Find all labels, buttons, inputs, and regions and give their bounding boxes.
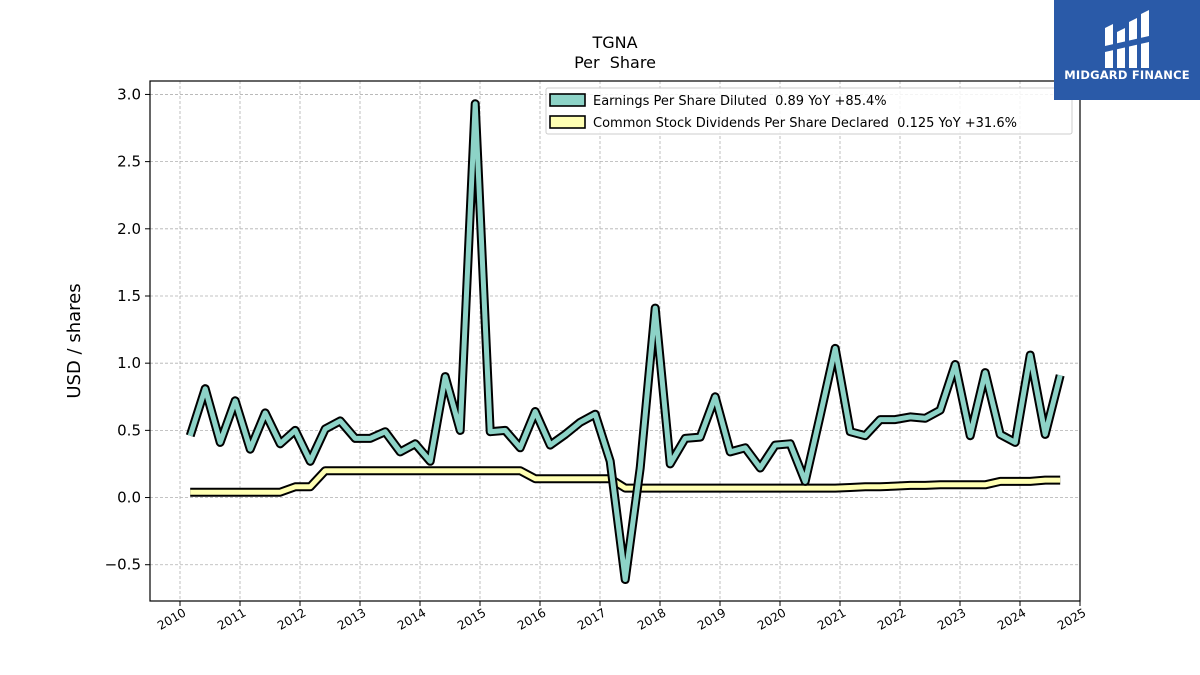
axis-ticks: 2010 2011 2012 2013 2014 2015 2016 2017 2018 2019… (105, 85, 1089, 632)
y-tick-label: 2.0 (117, 220, 141, 238)
x-tick-label: 2021 (815, 605, 848, 632)
y-axis-label: USD / shares (64, 283, 85, 398)
x-tick-label: 2018 (635, 605, 668, 632)
legend-label-earnings: Earnings Per Share Diluted 0.89 YoY +85.… (593, 94, 887, 109)
legend-box (545, 87, 1073, 135)
x-tick-label: 2017 (575, 605, 608, 632)
y-tick-label: 1.0 (117, 354, 141, 372)
y-tick-label: 1.5 (117, 287, 141, 305)
x-tick-label: 2023 (935, 605, 968, 632)
x-tick-label: 2019 (695, 605, 728, 632)
series-lines (185, 99, 1065, 584)
legend-swatch-earnings (549, 93, 586, 107)
legend: Earnings Per Share Diluted 0.89 YoY +85.… (545, 87, 1073, 135)
series-line-earnings (187, 101, 1063, 582)
chart-title: TGNA (591, 33, 637, 52)
x-tick-label: 2011 (215, 605, 248, 632)
chart-subtitle: Per Share (574, 53, 656, 72)
x-tick-label: 2022 (875, 605, 908, 632)
y-tick-label: 3.0 (117, 85, 141, 103)
x-tick-label: 2010 (155, 605, 188, 632)
logo-text: MIDGARD FINANCE (1064, 68, 1190, 82)
series-line-earnings-outline (185, 99, 1065, 584)
x-tick-label: 2014 (395, 605, 428, 632)
brand-logo: MIDGARD FINANCE (1054, 0, 1200, 100)
x-tick-label: 2013 (335, 605, 368, 632)
x-tick-label: 2020 (755, 605, 788, 632)
midgard-logo-icon (1105, 10, 1149, 68)
y-tick-label: 0.5 (117, 421, 141, 439)
legend-swatch-dividends (549, 115, 586, 129)
y-tick-label: 0.0 (117, 489, 141, 507)
x-tick-label: 2024 (995, 605, 1028, 632)
y-tick-label: −0.5 (105, 556, 141, 574)
y-tick-label: 2.5 (117, 153, 141, 171)
legend-label-dividends: Common Stock Dividends Per Share Declare… (593, 116, 1017, 131)
x-tick-label: 2016 (515, 605, 548, 632)
x-tick-label: 2015 (455, 605, 488, 632)
x-tick-label: 2012 (275, 605, 308, 632)
plot-frame (149, 80, 1081, 602)
x-tick-label: 2025 (1055, 605, 1088, 632)
series-line-dividends (190, 468, 1061, 495)
